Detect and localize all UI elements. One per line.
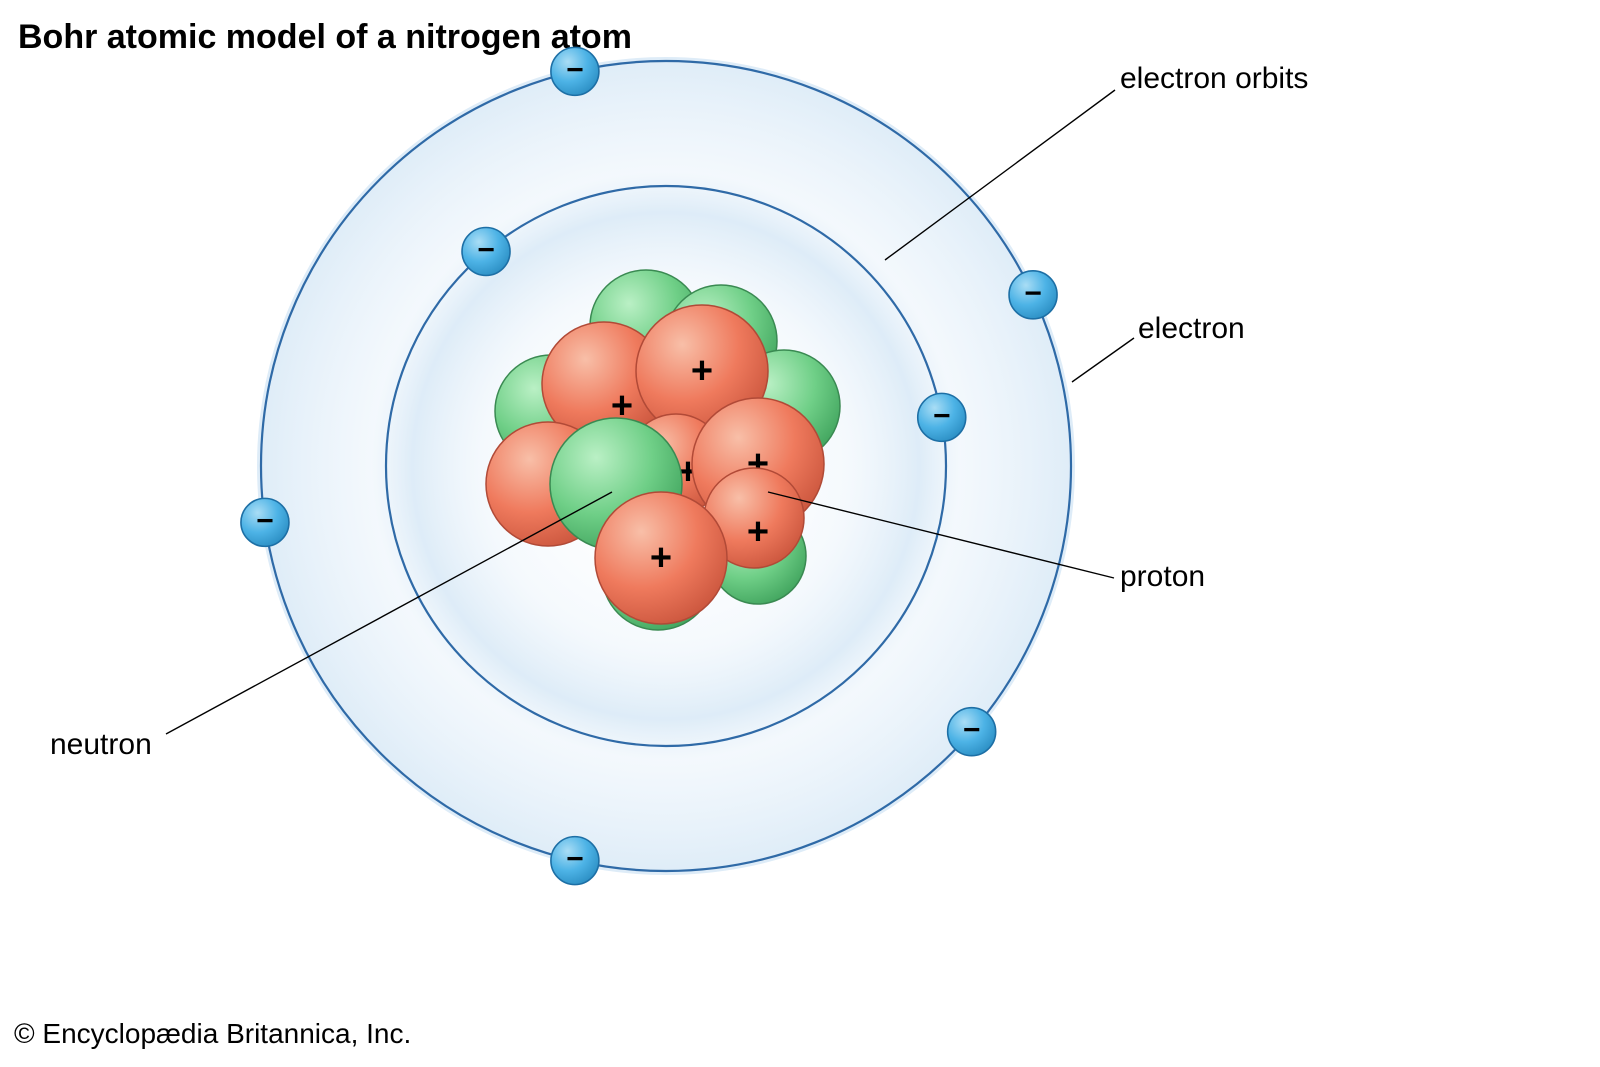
proton-plus-icon: + — [747, 511, 769, 553]
electron-minus-icon: − — [566, 843, 584, 876]
electron-minus-icon: − — [1024, 277, 1042, 310]
label-proton: proton — [1120, 560, 1205, 594]
electron-inner-1: − — [462, 228, 510, 276]
electron-minus-icon: − — [963, 714, 981, 747]
electron-outer-0: − — [1009, 271, 1057, 319]
proton-plus-icon: + — [650, 537, 672, 579]
electron-minus-icon: − — [933, 399, 951, 432]
label-electron-orbits: electron orbits — [1120, 62, 1308, 96]
label-neutron: neutron — [50, 728, 152, 762]
electron-minus-icon: − — [477, 234, 495, 267]
electron-inner-0: − — [918, 393, 966, 441]
electron-outer-3: − — [241, 498, 289, 546]
electron-outer-4: − — [551, 47, 599, 95]
electron-outer-2: − — [551, 837, 599, 885]
electron-outer-1: − — [948, 708, 996, 756]
electron-minus-icon: − — [256, 504, 274, 537]
atom-diagram: +++++++−−−−−−− — [0, 0, 1600, 1067]
electron-minus-icon: − — [566, 53, 584, 86]
proton-sphere: + — [595, 492, 727, 624]
label-electron: electron — [1138, 312, 1245, 346]
proton-plus-icon: + — [691, 350, 713, 392]
leader-electron — [1072, 338, 1134, 382]
